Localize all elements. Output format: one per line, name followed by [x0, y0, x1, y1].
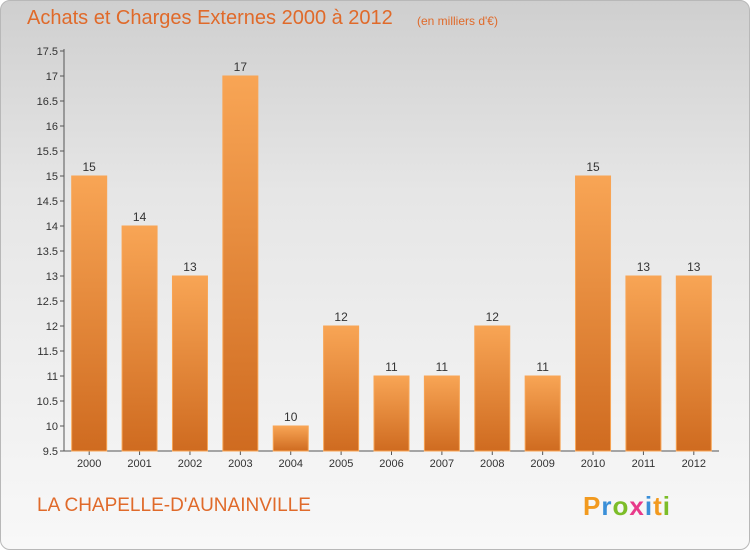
- y-tick-label: 11.5: [37, 346, 58, 358]
- y-tick-label: 16.5: [37, 96, 58, 108]
- y-tick-label: 17.5: [37, 46, 58, 58]
- y-tick-label: 15.5: [37, 146, 58, 158]
- y-tick-label: 14.5: [37, 196, 58, 208]
- x-tick-label: 2006: [379, 458, 403, 470]
- logo-letter: i: [644, 491, 654, 521]
- bar-2006[interactable]: [373, 375, 410, 452]
- x-tick-label: 2001: [127, 458, 151, 470]
- y-tick-label: 15: [46, 171, 58, 183]
- y-tick-label: 13.5: [37, 246, 58, 258]
- proxiti-logo[interactable]: Proxiti: [583, 491, 671, 522]
- commune-name: LA CHAPELLE-D'AUNAINVILLE: [37, 495, 311, 516]
- y-tick-label: 11: [47, 371, 58, 383]
- bar-2010[interactable]: [575, 175, 612, 452]
- bar-2011[interactable]: [625, 275, 662, 452]
- y-tick-label: 10: [46, 421, 58, 433]
- data-label: 15: [83, 160, 97, 174]
- data-label: 14: [133, 210, 147, 224]
- bar-2005[interactable]: [323, 325, 360, 452]
- chart-labels: 2000 15 2001 14 2002 13 2003 17 2004 10 2005 12 2006…: [77, 60, 706, 470]
- x-tick-label: 2005: [329, 458, 353, 470]
- chart-subtitle: (en milliers d'€): [417, 14, 498, 28]
- bar-2008[interactable]: [474, 325, 511, 452]
- x-tick-label: 2010: [581, 458, 605, 470]
- data-label: 15: [586, 160, 600, 174]
- logo-letter: o: [612, 491, 630, 521]
- logo-letter: t: [653, 491, 663, 521]
- bar-2009[interactable]: [524, 375, 561, 452]
- x-tick-label: 2004: [278, 458, 302, 470]
- data-label: 10: [284, 410, 298, 424]
- bar-2002[interactable]: [171, 275, 208, 452]
- data-label: 11: [536, 360, 549, 374]
- logo-letter: r: [601, 491, 613, 521]
- y-tick-label: 16: [46, 121, 58, 133]
- bar-2004[interactable]: [272, 425, 309, 452]
- x-tick-label: 2009: [530, 458, 554, 470]
- bar-2003[interactable]: [222, 75, 259, 452]
- data-label: 11: [436, 360, 449, 374]
- bar-2007[interactable]: [423, 375, 460, 452]
- x-tick-label: 2012: [682, 458, 706, 470]
- data-label: 13: [183, 260, 197, 274]
- chart-title: Achats et Charges Externes 2000 à 2012: [27, 7, 393, 29]
- data-label: 12: [334, 310, 348, 324]
- bar-2012[interactable]: [675, 275, 712, 452]
- bar-2001[interactable]: [121, 225, 158, 452]
- x-tick-label: 2008: [480, 458, 504, 470]
- data-label: 11: [385, 360, 398, 374]
- y-tick-label: 17: [46, 71, 58, 83]
- logo-letter: i: [662, 491, 671, 521]
- y-tick-label: 12.5: [37, 296, 58, 308]
- x-tick-label: 2007: [430, 458, 454, 470]
- data-label: 17: [234, 60, 248, 74]
- logo-letter: P: [583, 491, 602, 521]
- data-label: 12: [486, 310, 500, 324]
- x-tick-label: 2002: [178, 458, 202, 470]
- x-tick-label: 2003: [228, 458, 252, 470]
- y-tick-label: 10.5: [37, 396, 58, 408]
- x-tick-label: 2011: [632, 458, 656, 470]
- y-tick-label: 12: [46, 321, 58, 333]
- bar-2000[interactable]: [71, 175, 108, 452]
- y-tick-label: 14: [46, 221, 58, 233]
- y-tick-label: 13: [46, 271, 58, 283]
- x-tick-label: 2000: [77, 458, 101, 470]
- data-label: 13: [687, 260, 701, 274]
- data-label: 13: [637, 260, 651, 274]
- logo-letter: x: [629, 491, 645, 521]
- y-tick-label: 9.5: [43, 446, 58, 458]
- chart-bars: [71, 75, 712, 452]
